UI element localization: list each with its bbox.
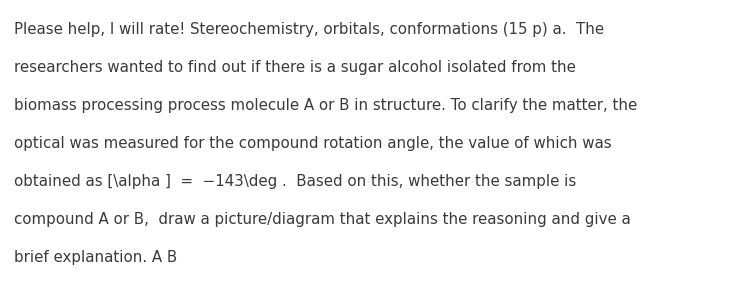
Text: researchers wanted to find out if there is a sugar alcohol isolated from the: researchers wanted to find out if there …: [14, 60, 576, 75]
Text: brief explanation. A B: brief explanation. A B: [14, 250, 177, 265]
Text: obtained as [\alpha ]  =  −143\deg .  Based on this, whether the sample is: obtained as [\alpha ] = −143\deg . Based…: [14, 174, 576, 189]
Text: optical was measured for the compound rotation angle, the value of which was: optical was measured for the compound ro…: [14, 136, 612, 151]
Text: compound A or B,  draw a picture/diagram that explains the reasoning and give a: compound A or B, draw a picture/diagram …: [14, 212, 631, 227]
Text: Please help, I will rate! Stereochemistry, orbitals, conformations (15 p) a.  Th: Please help, I will rate! Stereochemistr…: [14, 22, 604, 37]
Text: biomass processing process molecule A or B in structure. To clarify the matter, : biomass processing process molecule A or…: [14, 98, 637, 113]
